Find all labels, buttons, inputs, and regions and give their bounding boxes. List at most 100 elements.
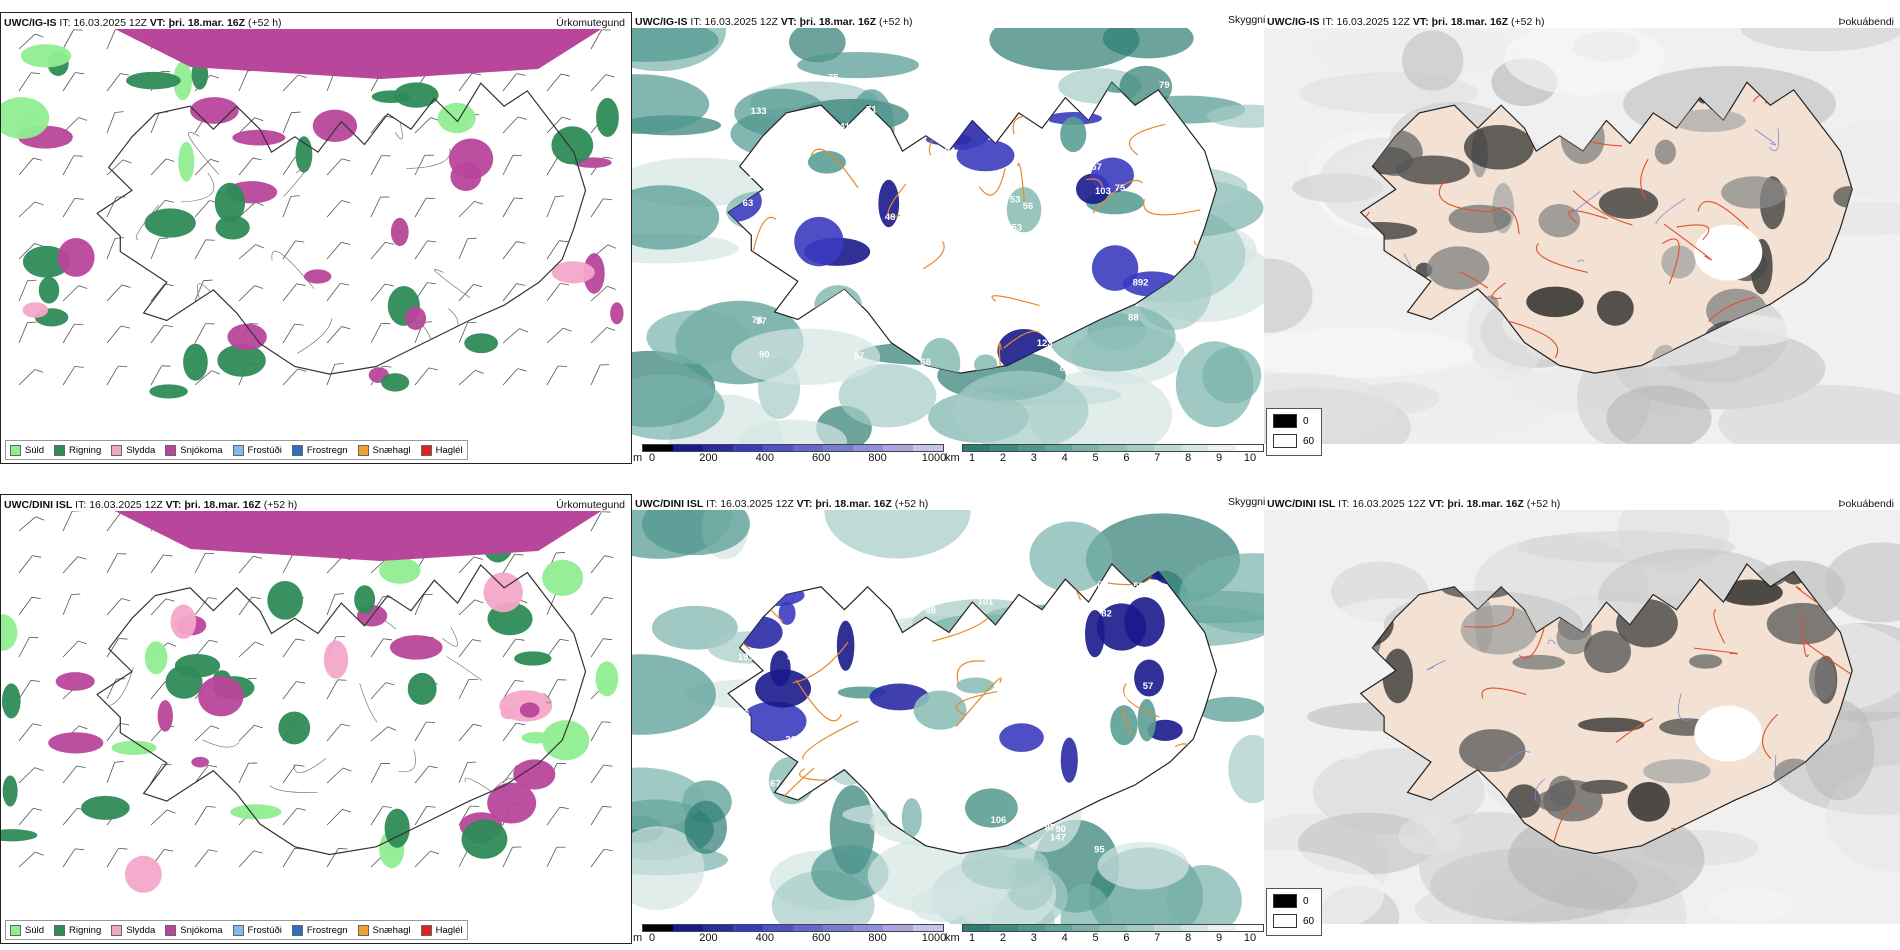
colorbar-segment — [643, 445, 673, 451]
colorbar-tick-label: 600 — [812, 452, 831, 464]
road-line — [1128, 123, 1166, 156]
precip-area — [384, 808, 410, 848]
ceiling-patch — [977, 82, 1024, 90]
road-line — [978, 168, 1006, 196]
wind-barb — [326, 363, 344, 386]
ceiling-value-label: 45 — [1071, 241, 1082, 252]
ceiling-value-label: 13 — [922, 584, 933, 595]
road-line — [1708, 296, 1756, 323]
ceiling-value-label: 68 — [920, 357, 931, 368]
fog-patch — [1798, 267, 1886, 329]
wind-barb — [238, 69, 257, 92]
it-value: 16.03.2025 12Z — [1352, 498, 1426, 510]
wind-barb — [326, 723, 350, 742]
precip-area — [551, 261, 595, 284]
ceiling-colorbar — [642, 444, 944, 452]
ceiling-value-label: 57 — [854, 351, 865, 362]
wind-barb — [502, 197, 524, 218]
colorbar-segment — [963, 925, 991, 931]
fog-patch — [1538, 203, 1581, 238]
wind-barb — [106, 73, 130, 92]
panel-header: UWC/IG-IS IT: 16.03.2025 12Z VT: þri. 18… — [4, 17, 625, 29]
precip-area — [323, 640, 349, 679]
visibility-patch — [632, 767, 704, 830]
precip-area — [303, 269, 332, 284]
ceiling-value-label: 79 — [1159, 80, 1170, 91]
ceiling-value-label: 81 — [1060, 363, 1071, 374]
ceiling-value-label: 323 — [826, 615, 842, 626]
precip-area — [165, 665, 203, 699]
colorbar-segment — [793, 445, 823, 451]
river-line — [1754, 129, 1777, 146]
road-line — [1713, 609, 1726, 644]
ceiling-patch — [1137, 698, 1157, 742]
precip-area — [178, 141, 195, 182]
precip-area — [450, 162, 482, 192]
wind-barb — [458, 201, 484, 218]
ceiling-patch — [814, 285, 862, 326]
road-line — [795, 679, 842, 722]
wind-barb — [326, 767, 352, 784]
wind-barb — [326, 593, 344, 616]
model-name: UWC/DINI ISL — [635, 498, 704, 510]
wind-barb — [414, 850, 439, 868]
precip-legend-swatch — [54, 924, 66, 936]
wind-barb — [18, 72, 41, 92]
wind-barb — [546, 195, 565, 218]
wind-barb — [590, 764, 613, 784]
model-name: UWC/DINI ISL — [1267, 498, 1336, 510]
colorbar-tick-label: 200 — [699, 932, 718, 944]
wind-barb — [370, 726, 397, 742]
ceiling-patch — [755, 669, 812, 708]
fog-legend-swatch-black — [1273, 894, 1297, 908]
wind-barb — [590, 327, 616, 344]
wind-barb — [238, 555, 263, 574]
ceiling-patch — [1006, 187, 1042, 233]
precip-area — [2, 775, 18, 807]
road-line — [271, 250, 315, 289]
lead-time: (+52 h) — [1526, 498, 1561, 510]
precip-legend-item: Frostregn — [291, 924, 348, 936]
wind-barb — [282, 195, 300, 218]
ceiling-map: 89 87 101 123 93 90 352 45 78 59 68 49 95 96 93 82 87 106… — [632, 510, 1264, 924]
river-line — [1768, 127, 1780, 152]
it-label: IT: — [1322, 16, 1334, 28]
ceiling-value-label: 129 — [840, 737, 856, 748]
wind-barb — [502, 283, 526, 302]
it-value: 16.03.2025 12Z — [73, 17, 147, 29]
colorbar-tick-label: 5 — [1092, 452, 1099, 464]
precip-legend-item: Súld — [10, 444, 44, 456]
wind-barb — [106, 284, 131, 302]
colorbar-segment — [883, 925, 913, 931]
fog-patch — [1627, 781, 1670, 822]
ceiling-value-label: 147 — [1050, 833, 1066, 844]
wind-barb — [194, 239, 215, 260]
colorbar-tick-label: 3 — [1030, 932, 1037, 944]
road-line — [446, 656, 482, 681]
wind-barb — [414, 721, 436, 742]
road-line — [283, 167, 307, 197]
colorbar-segment — [823, 445, 853, 451]
wind-barb — [62, 29, 83, 50]
ceiling-value-label: 95 — [887, 250, 898, 261]
road-line — [1640, 158, 1649, 199]
precip-area — [500, 707, 517, 720]
colorbar-segment — [793, 925, 823, 931]
road-line — [1805, 641, 1853, 683]
precip-area — [483, 572, 523, 613]
wind-barb — [502, 846, 522, 868]
fog-patch — [1808, 658, 1836, 700]
it-label: IT: — [690, 16, 702, 28]
iceland-land — [727, 81, 1218, 374]
wind-barb — [414, 805, 436, 826]
road-line — [1615, 717, 1653, 743]
colorbar-tick-label: 800 — [868, 452, 887, 464]
precip-legend-label: Slydda — [126, 924, 156, 936]
road-line — [1086, 178, 1104, 188]
colorbar-tick-label: 1000 — [921, 452, 947, 464]
ceiling-patch — [748, 584, 805, 607]
wind-barb — [326, 158, 351, 176]
road-line — [269, 785, 319, 793]
fog-patch — [1264, 327, 1475, 378]
ceiling-patch — [1147, 719, 1183, 741]
